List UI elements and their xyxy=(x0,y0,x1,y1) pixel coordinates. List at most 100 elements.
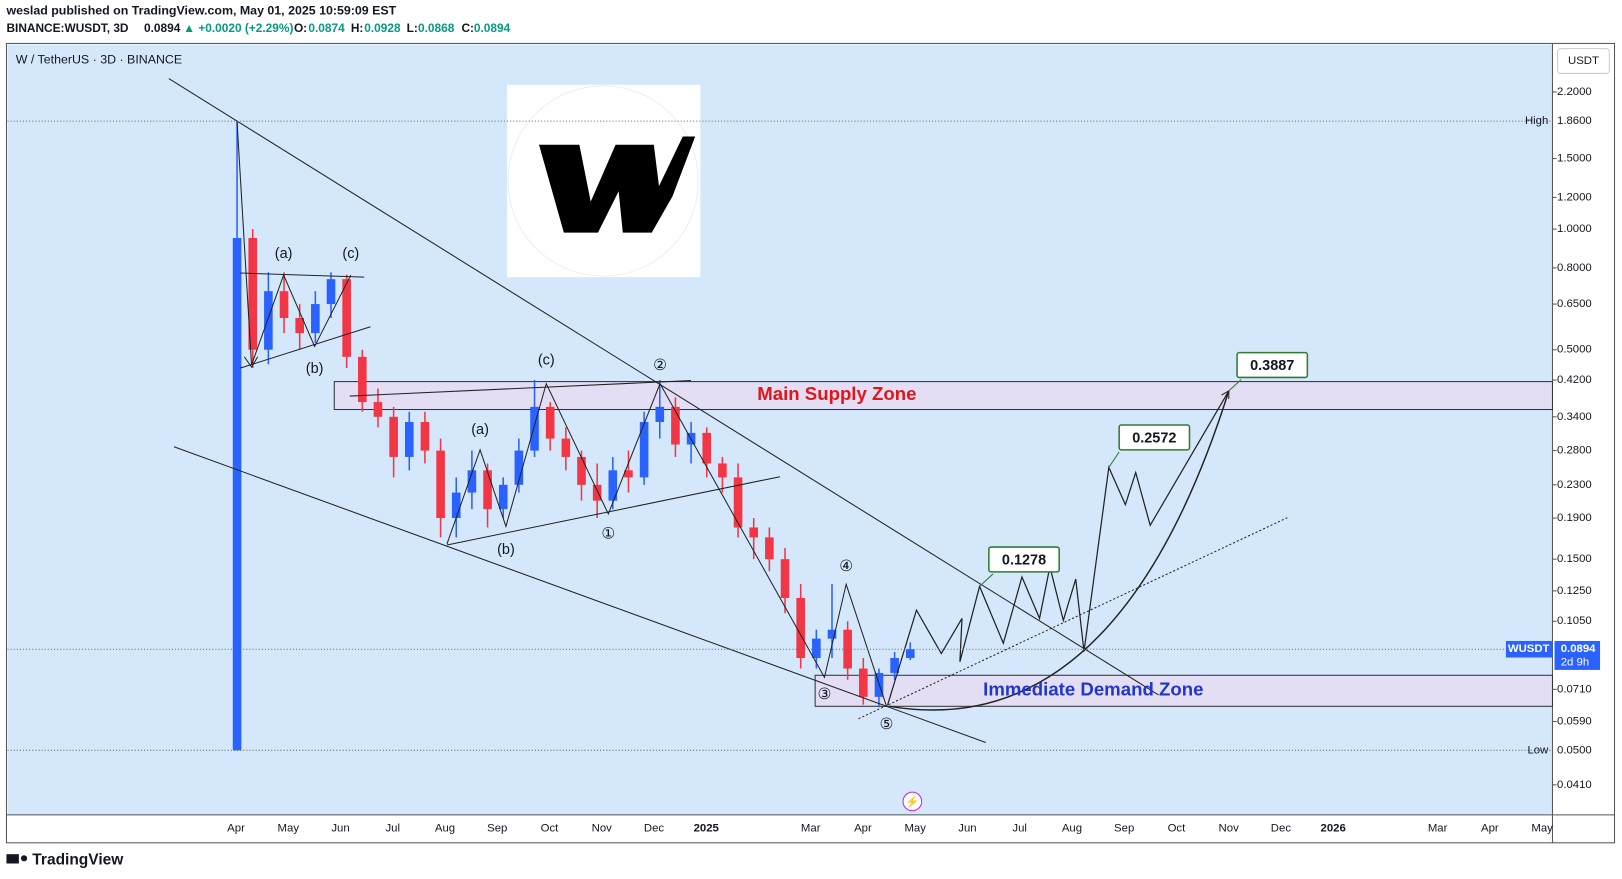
low-label: 0.0500 xyxy=(1557,744,1592,756)
annotations: (a) (c) (b) (c) (a) (b) ② ① ④ ③ ⑤ Main Supply Zone I… xyxy=(275,246,1309,733)
drawings xyxy=(168,78,1289,743)
candle-body xyxy=(624,470,633,478)
candle-body xyxy=(796,598,805,659)
candle-body xyxy=(232,238,242,751)
target-label: 0.3887 xyxy=(1250,358,1294,374)
x-tick-label: May xyxy=(278,822,300,834)
l-label: L: xyxy=(407,21,418,35)
wave-label: (c) xyxy=(342,246,359,262)
y-tick-label: 0.0410 xyxy=(1557,779,1592,791)
y-tick-label: 0.6500 xyxy=(1557,298,1592,310)
candle-body xyxy=(295,317,304,334)
x-tick-label: May xyxy=(904,822,926,834)
candle-body xyxy=(749,527,759,538)
candle-body xyxy=(905,649,915,659)
price-tag-box xyxy=(1554,640,1601,670)
o-label: O: xyxy=(294,21,307,35)
x-tick-label: Oct xyxy=(1168,822,1187,834)
x-tick-label: Apr xyxy=(227,822,245,834)
candle-body xyxy=(326,279,336,305)
candle-body xyxy=(404,422,414,457)
legend: W / TetherUS · 3D · BINANCE xyxy=(16,52,182,66)
x-tick-label: May xyxy=(1531,822,1553,834)
wave-number: ① xyxy=(601,526,615,543)
y-tick-label: 0.1250 xyxy=(1557,585,1592,597)
candle-body xyxy=(592,484,602,501)
footer-logo xyxy=(6,854,28,864)
x-tick-label: Mar xyxy=(1428,822,1448,834)
y-tick-label: 0.3400 xyxy=(1557,411,1592,423)
wave-label: (a) xyxy=(471,422,489,438)
high-box xyxy=(1554,112,1601,130)
candle-body xyxy=(577,456,586,485)
target-label: 0.1278 xyxy=(1002,552,1046,568)
x-tick-label: Jun xyxy=(331,822,349,834)
candle-body xyxy=(483,470,492,510)
candle-body xyxy=(765,537,774,560)
x-tick-label: Oct xyxy=(541,822,560,834)
candle-body xyxy=(890,658,899,673)
zone-label: Main Supply Zone xyxy=(757,383,916,404)
candle-body xyxy=(279,291,289,318)
x-tick-label: 2025 xyxy=(694,822,719,834)
candle-body xyxy=(780,559,790,599)
h-label: H: xyxy=(351,21,364,35)
candle-body xyxy=(389,416,398,457)
candle-body xyxy=(812,638,821,659)
footer-brand: TradingView xyxy=(32,851,124,868)
y-tick-label: 0.1050 xyxy=(1557,615,1592,627)
target-label: 0.2572 xyxy=(1132,430,1176,446)
candle-body xyxy=(451,492,461,519)
candle-body xyxy=(264,291,273,350)
candle-body xyxy=(702,432,712,464)
target-box xyxy=(988,546,1060,573)
candle-body xyxy=(311,304,320,334)
x-tick-label: Aug xyxy=(1062,822,1082,834)
supply-zone xyxy=(333,381,1553,411)
high-label: 1.8600 xyxy=(1557,115,1592,127)
event-icon[interactable] xyxy=(902,791,923,812)
low-tag: Low xyxy=(1527,744,1549,756)
y-tick-label: 0.0710 xyxy=(1557,683,1592,695)
close: 0.0894 xyxy=(474,21,511,35)
candle-body xyxy=(733,477,743,528)
x-tick-label: Aug xyxy=(435,822,455,834)
y-tick-label: 0.8000 xyxy=(1557,262,1592,274)
high: 0.0928 xyxy=(364,21,401,35)
x-tick-label: Sep xyxy=(487,822,507,834)
demand-zone xyxy=(814,674,1553,707)
candle-body xyxy=(420,422,430,451)
y-tick-label: 0.2300 xyxy=(1557,479,1592,491)
publisher: weslad published on TradingView.com, May… xyxy=(5,4,396,18)
countdown: 2d 9h xyxy=(1561,657,1589,669)
candle-body xyxy=(530,406,539,451)
candle-body xyxy=(655,406,665,423)
symbol-tag: WUSDT xyxy=(1508,643,1550,655)
wave-number: ⑤ xyxy=(880,716,894,733)
wave-label: (b) xyxy=(497,542,515,558)
y-tick-label: 0.4200 xyxy=(1557,374,1592,386)
y-tick-label: 0.1900 xyxy=(1557,512,1592,524)
y-tick-label: 0.1500 xyxy=(1557,553,1592,565)
target-box xyxy=(1236,351,1309,379)
logo xyxy=(506,84,701,278)
candle-body xyxy=(843,629,852,669)
candle-body xyxy=(561,438,571,457)
x-tick-label: Jun xyxy=(958,822,976,834)
candle-body xyxy=(498,484,508,510)
symbol-bar: BINANCE:WUSDT, 3D 0.0894 ▲ +0.0020 (+2.2… xyxy=(6,21,510,35)
x-tick-label: Apr xyxy=(854,822,872,834)
candle-body xyxy=(671,406,680,445)
candle-body xyxy=(248,238,258,350)
candle-body xyxy=(358,356,367,403)
y-tick-label: 1.0000 xyxy=(1557,223,1592,235)
candle-body xyxy=(608,470,618,501)
candle-body xyxy=(639,422,649,478)
candle-body xyxy=(514,450,524,485)
currency-box[interactable] xyxy=(1557,48,1610,74)
high-tag: High xyxy=(1525,115,1548,127)
currency: USDT xyxy=(1568,55,1599,67)
candle-body xyxy=(467,470,477,493)
